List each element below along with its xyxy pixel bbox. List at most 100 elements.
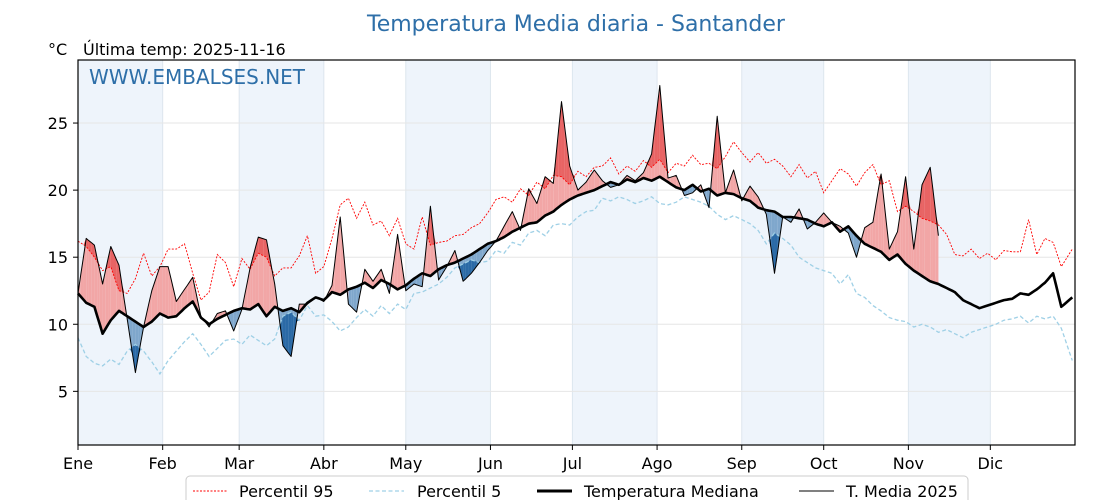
series-line-percentil-95 xyxy=(77,140,1073,301)
fill-below-median xyxy=(706,188,709,208)
fill-above-median xyxy=(547,178,551,215)
x-tick-label: Nov xyxy=(893,454,924,473)
month-bands xyxy=(78,60,991,445)
fill-below-median xyxy=(348,288,352,307)
fill-above-median xyxy=(97,258,100,325)
fill-above-median xyxy=(673,175,677,188)
y-axis: 5 10 15 20 25 xyxy=(48,114,78,401)
last-temp-label: Última temp: 2025-11-16 xyxy=(83,40,286,59)
fill-below-median xyxy=(228,312,231,325)
fill-above-median xyxy=(818,216,821,226)
legend-median-label: Temperatura Mediana xyxy=(583,482,759,500)
fill-above-median xyxy=(176,297,180,317)
fill-above-median xyxy=(889,243,892,260)
fill-above-median xyxy=(88,240,92,306)
x-tick-label: Jul xyxy=(562,454,582,473)
legend-box xyxy=(185,475,969,500)
series-line-percentil-5 xyxy=(77,196,1073,376)
fill-above-p95 xyxy=(566,144,570,185)
fill-above-median xyxy=(599,177,603,188)
fill-above-median xyxy=(894,231,898,257)
fill-above-median xyxy=(796,208,800,219)
fill-above-p95 xyxy=(113,252,117,283)
fill-above-median xyxy=(534,198,537,223)
fill-above-median xyxy=(823,212,827,227)
fill-below-median xyxy=(419,273,423,287)
fill-above-median xyxy=(594,170,597,191)
fill-above-median xyxy=(157,266,160,317)
fill-above-p95 xyxy=(116,258,119,291)
legend-current-label: T. Media 2025 xyxy=(845,482,958,500)
fill-above-median xyxy=(244,281,248,310)
fill-below-p5 xyxy=(474,260,477,270)
fill-below-median xyxy=(856,235,860,258)
fill-above-p95 xyxy=(922,178,925,220)
fill-above-median xyxy=(397,234,401,290)
fill-above-median xyxy=(334,239,338,294)
fill-below-median xyxy=(351,287,354,310)
fill-above-median xyxy=(676,175,679,189)
fill-above-median xyxy=(181,289,185,311)
fill-below-p5 xyxy=(463,262,466,282)
fill-below-median xyxy=(353,286,357,313)
fill-below-p5 xyxy=(465,261,469,279)
fill-above-median xyxy=(908,200,912,269)
fill-below-median xyxy=(230,310,234,331)
fill-above-p95 xyxy=(558,101,562,177)
fill-below-p5 xyxy=(135,344,139,373)
x-tick-label: Jun xyxy=(477,454,503,473)
fill-above-median xyxy=(883,199,887,258)
fill-above-p95 xyxy=(717,116,720,169)
fill-above-median xyxy=(572,174,576,199)
fill-above-median xyxy=(340,216,343,295)
fill-below-median xyxy=(236,309,240,324)
x-tick-label: Dic xyxy=(978,454,1004,473)
fill-above-median xyxy=(187,281,190,306)
month-band xyxy=(572,60,658,445)
fill-above-median xyxy=(452,250,455,264)
fill-above-median xyxy=(509,211,513,234)
fill-above-median xyxy=(250,257,253,310)
fill-above-median xyxy=(583,182,587,194)
fill-above-median xyxy=(154,274,158,319)
fill-above-median xyxy=(258,237,262,309)
series-lines xyxy=(77,85,1074,376)
fill-above-p95 xyxy=(261,237,264,256)
fill-above-p95 xyxy=(255,237,259,259)
fill-above-p95 xyxy=(569,165,573,185)
fill-above-median xyxy=(913,227,917,273)
fill-above-median xyxy=(867,224,871,247)
x-tick-label: Ago xyxy=(642,454,673,473)
fill-above-median xyxy=(263,238,267,317)
fill-above-median xyxy=(162,266,166,317)
fill-above-median xyxy=(94,245,98,316)
fill-above-median xyxy=(596,173,600,189)
y-tick-label: 10 xyxy=(48,315,68,334)
fill-below-p5 xyxy=(291,312,294,357)
series-line-temperatura-mediana xyxy=(77,175,1074,335)
fill-above-median xyxy=(515,217,518,231)
fill-above-p95 xyxy=(654,108,658,165)
fill-above-median xyxy=(755,193,759,208)
fill-above-median xyxy=(86,238,89,305)
fill-above-median xyxy=(149,290,152,324)
fill-above-median xyxy=(528,188,532,224)
fill-above-p95 xyxy=(545,176,548,189)
fill-above-median xyxy=(80,256,84,300)
fill-below-median xyxy=(129,318,133,355)
fill-above-p95 xyxy=(924,173,928,221)
fill-below-median xyxy=(438,267,442,280)
fill-above-median xyxy=(820,212,824,227)
y-unit-label: °C xyxy=(48,40,67,59)
fill-above-median xyxy=(173,289,177,317)
fill-above-median xyxy=(911,225,914,271)
fill-above-median xyxy=(506,216,510,236)
fill-below-median xyxy=(356,285,360,313)
fill-above-median xyxy=(870,222,873,248)
fill-above-median xyxy=(531,193,535,224)
fill-above-median xyxy=(728,177,731,194)
x-axis: Ene Feb Mar Abr May Jun Jul Ago Sep Oct Nov Dic xyxy=(63,445,1003,473)
x-tick-label: Abr xyxy=(310,454,338,473)
fill-above-median xyxy=(271,269,275,310)
